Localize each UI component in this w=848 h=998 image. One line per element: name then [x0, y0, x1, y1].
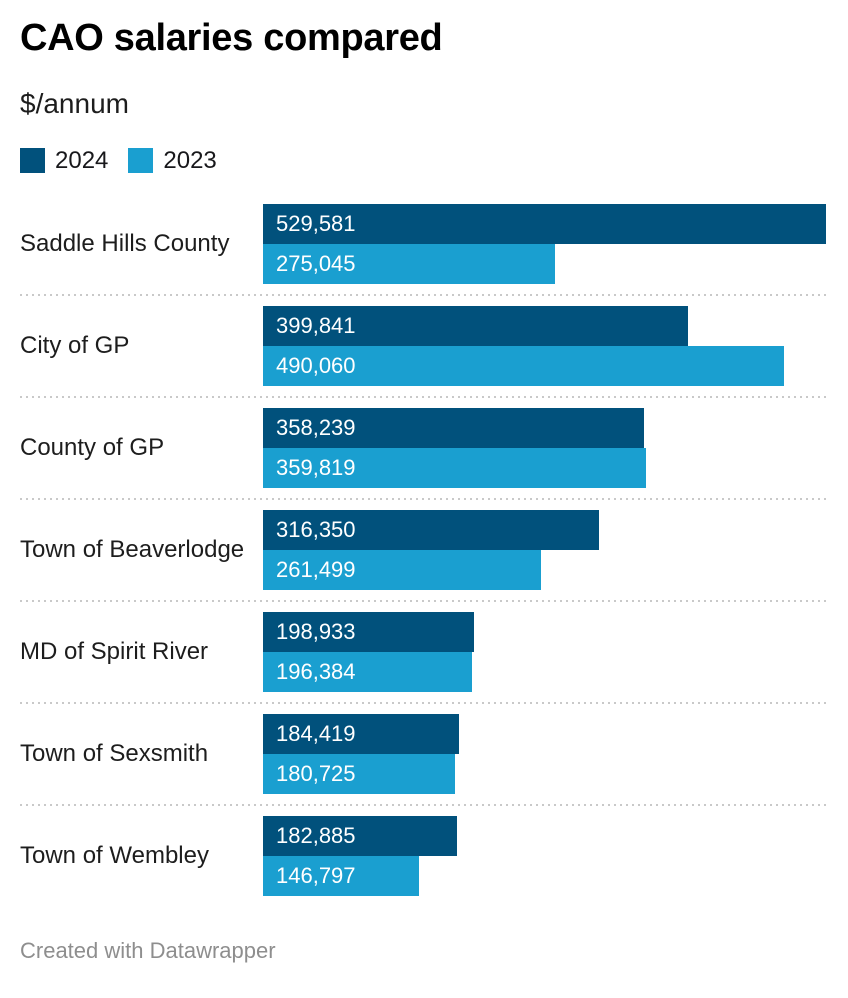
bar-2023: 196,384: [263, 652, 472, 692]
bar-2023: 490,060: [263, 346, 784, 386]
chart-row: Town of Wembley 182,885 146,797: [0, 816, 848, 918]
bar-value-label-2024: 316,350: [276, 517, 356, 542]
bar-2023: 146,797: [263, 856, 419, 896]
bar-2023: 359,819: [263, 448, 646, 488]
chart-row: Town of Beaverlodge 316,350 261,499: [0, 510, 848, 612]
bar-value-label-2024: 529,581: [276, 211, 356, 236]
chart-row: MD of Spirit River 198,933 196,384: [0, 612, 848, 714]
legend-swatch-2024: [20, 148, 45, 173]
chart-subtitle: $/annum: [20, 88, 129, 119]
credit-text[interactable]: Created with Datawrapper: [20, 938, 276, 963]
chart-row: City of GP 399,841 490,060: [0, 306, 848, 408]
bar-value-label-2023: 261,499: [276, 557, 356, 582]
bar-pair: 184,419 180,725: [263, 714, 459, 794]
legend-label-2023: 2023: [163, 147, 217, 174]
category-label: Saddle Hills County: [20, 230, 230, 257]
bar-2024: 399,841: [263, 306, 688, 346]
chart-header: CAO salaries compared $/annum: [0, 16, 848, 121]
bar-value-label-2023: 196,384: [276, 659, 356, 684]
chart-title: CAO salaries compared: [20, 17, 443, 59]
legend-label-2024: 2024: [55, 147, 109, 174]
bar-2024: 358,239: [263, 408, 644, 448]
bar-value-label-2024: 198,933: [276, 619, 356, 644]
chart-row: Town of Sexsmith 184,419 180,725: [0, 714, 848, 816]
credit-line[interactable]: Created with Datawrapper: [0, 938, 848, 964]
bar-chart: Saddle Hills County 529,581 275,045 City…: [0, 204, 848, 918]
legend-item-2023: 2023: [128, 147, 217, 174]
bar-2023: 275,045: [263, 244, 555, 284]
category-label: County of GP: [20, 434, 165, 461]
legend-item-2024: 2024: [20, 148, 108, 173]
bar-2024: 529,581: [263, 204, 826, 244]
bar-pair: 399,841 490,060: [263, 306, 784, 386]
bar-2023: 261,499: [263, 550, 541, 590]
bar-value-label-2023: 490,060: [276, 353, 356, 378]
category-label: City of GP: [20, 332, 130, 359]
category-label: MD of Spirit River: [20, 638, 209, 665]
bar-pair: 358,239 359,819: [263, 408, 646, 488]
bar-pair: 316,350 261,499: [263, 510, 599, 590]
bar-pair: 529,581 275,045: [263, 204, 826, 284]
category-label: Town of Sexsmith: [20, 740, 209, 767]
bar-value-label-2024: 399,841: [276, 313, 356, 338]
bar-value-label-2023: 180,725: [276, 761, 356, 786]
chart-row: Saddle Hills County 529,581 275,045: [0, 204, 848, 306]
bar-value-label-2023: 146,797: [276, 863, 356, 888]
bar-value-label-2024: 184,419: [276, 721, 356, 746]
bar-value-label-2023: 275,045: [276, 251, 356, 276]
bar-value-label-2024: 358,239: [276, 415, 356, 440]
bar-2024: 184,419: [263, 714, 459, 754]
bar-2024: 182,885: [263, 816, 457, 856]
legend-swatch-2023: [128, 148, 154, 173]
bar-pair: 182,885 146,797: [263, 816, 457, 896]
bar-value-label-2023: 359,819: [276, 455, 356, 480]
bar-2023: 180,725: [263, 754, 455, 794]
bar-2024: 316,350: [263, 510, 599, 550]
bar-2024: 198,933: [263, 612, 474, 652]
chart-row: County of GP 358,239 359,819: [0, 408, 848, 510]
bar-pair: 198,933 196,384: [263, 612, 474, 692]
category-label: Town of Beaverlodge: [20, 536, 245, 563]
bar-value-label-2024: 182,885: [276, 823, 356, 848]
category-label: Town of Wembley: [20, 842, 209, 869]
legend: 2024 2023: [0, 148, 848, 173]
